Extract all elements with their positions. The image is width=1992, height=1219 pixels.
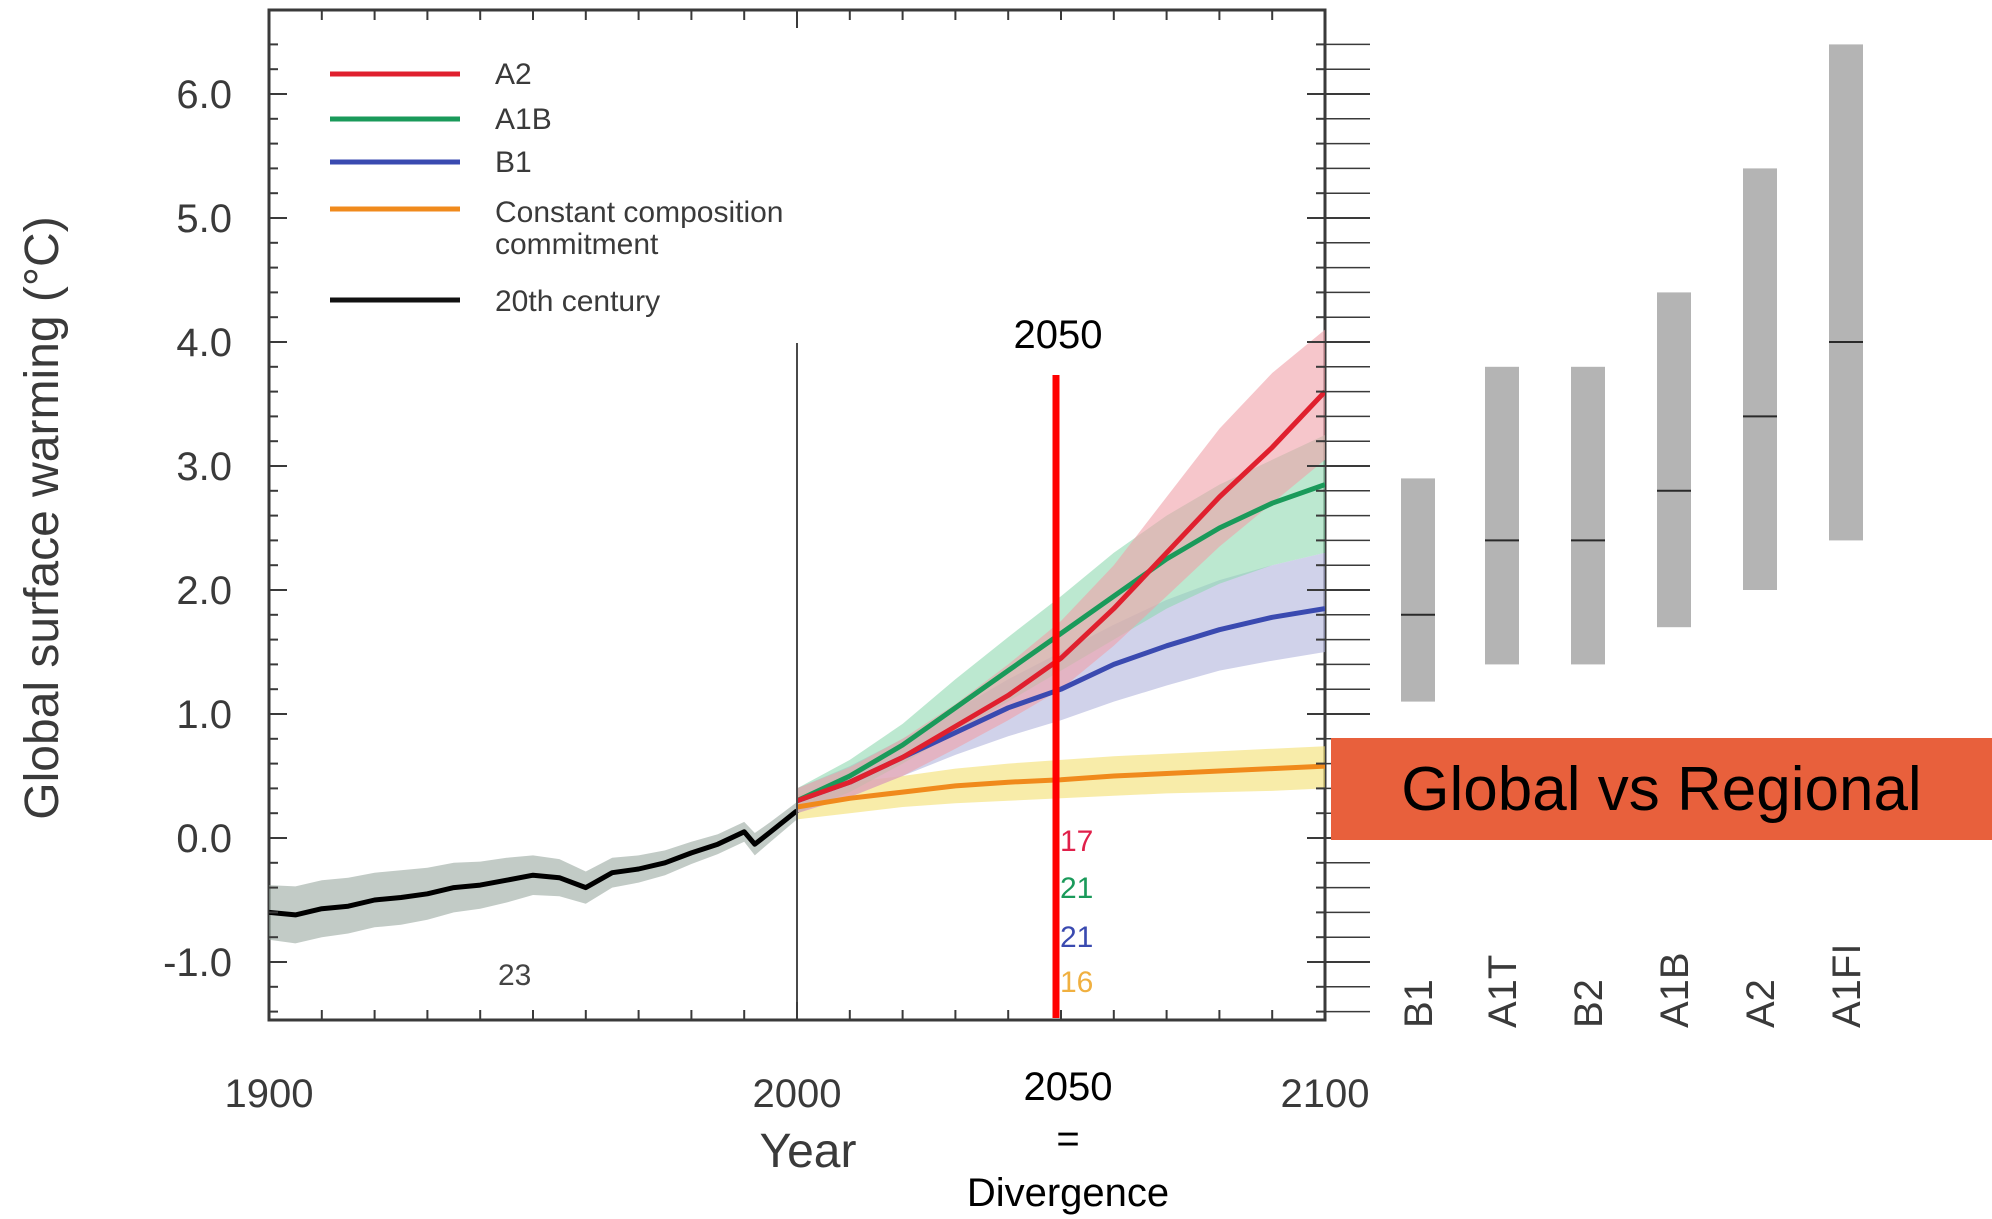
legend-label-a1b: A1B <box>495 103 552 136</box>
model-count: 16 <box>1060 966 1093 999</box>
y-tick-label: 5.0 <box>176 197 232 241</box>
line-a2 <box>796 389 1325 804</box>
y-tick-label: 1.0 <box>176 693 232 737</box>
x-axis-label: Year <box>760 1125 857 1178</box>
y-tick-label: 3.0 <box>176 445 232 489</box>
model-count: 21 <box>1060 921 1093 954</box>
scenario-label-a1b: A1B <box>1653 952 1697 1028</box>
y-tick-labels: -1.0 0.0 1.0 2.0 3.0 4.0 5.0 6.0 <box>163 73 232 985</box>
band-constant-composition-commitment <box>797 746 1325 820</box>
line-a1b <box>795 482 1325 804</box>
range-bar-a2 <box>1743 168 1777 590</box>
legend-label-constant: Constant composition commitment <box>495 196 784 261</box>
range-bar-b2 <box>1571 366 1605 665</box>
y-tick-label: 0.0 <box>176 817 232 861</box>
model-count: 21 <box>1060 872 1093 905</box>
callout-text: Global vs Regional <box>1401 754 1922 824</box>
scenario-label-a1t: A1T <box>1481 955 1525 1028</box>
range-bar-a1b <box>1657 292 1691 628</box>
line-constant-composition-commitment <box>796 763 1325 810</box>
range-bar-a1fi <box>1829 44 1863 541</box>
range-bar-a1t <box>1485 366 1519 665</box>
marker-bottom-divergence: Divergence <box>967 1171 1169 1215</box>
scenario-labels: B1 A1T B2 A1B A2 A1FI <box>1397 944 1869 1028</box>
legend-label-b1: B1 <box>495 146 532 179</box>
model-count: 17 <box>1060 825 1093 858</box>
model-counts: 17 21 21 16 <box>1060 825 1093 999</box>
y-tick-label: 4.0 <box>176 321 232 365</box>
legend: A2 A1B B1 Constant composition commitment… <box>330 58 784 318</box>
band-a2 <box>797 329 1325 814</box>
y-tick-label: 6.0 <box>176 73 232 117</box>
marker-bottom-equals: = <box>1056 1117 1079 1161</box>
line-20th-century <box>269 808 799 918</box>
marker-bottom-year: 2050 <box>1024 1065 1113 1109</box>
scenario-label-b2: B2 <box>1567 979 1611 1028</box>
x-tick-label: 2100 <box>1281 1072 1370 1116</box>
scenario-range-bars <box>1401 44 1863 702</box>
global-vs-regional-callout: Global vs Regional <box>1331 738 1992 840</box>
scenario-label-a2: A2 <box>1739 979 1783 1028</box>
model-count-20th-century: 23 <box>498 959 531 992</box>
range-bar-b1 <box>1401 478 1435 702</box>
x-tick-label: 1900 <box>225 1072 314 1116</box>
x-tick-labels: 1900 2000 2100 <box>225 1072 1370 1116</box>
marker-top-label: 2050 <box>1014 313 1103 357</box>
axis-ticks <box>268 10 1370 1020</box>
y-tick-label: -1.0 <box>163 941 232 985</box>
legend-label-a2: A2 <box>495 58 532 91</box>
x-tick-label: 2000 <box>753 1072 842 1116</box>
series-lines <box>269 389 1325 918</box>
legend-label-20c: 20th century <box>495 285 660 318</box>
y-axis-label: Global surface warming (°C) <box>16 216 69 819</box>
y-tick-label: 2.0 <box>176 569 232 613</box>
scenario-label-b1: B1 <box>1397 979 1441 1028</box>
scenario-label-a1fi: A1FI <box>1825 944 1869 1028</box>
